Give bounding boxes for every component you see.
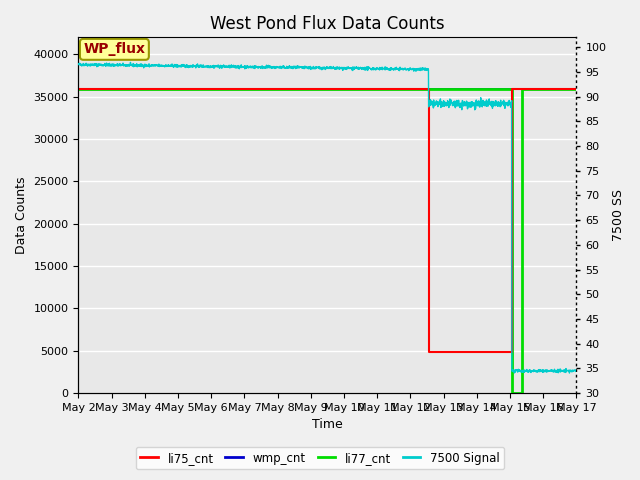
X-axis label: Time: Time — [312, 419, 343, 432]
Legend: li75_cnt, wmp_cnt, li77_cnt, 7500 Signal: li75_cnt, wmp_cnt, li77_cnt, 7500 Signal — [136, 447, 504, 469]
Title: West Pond Flux Data Counts: West Pond Flux Data Counts — [210, 15, 445, 33]
Text: WP_flux: WP_flux — [83, 42, 145, 56]
Y-axis label: 7500 SS: 7500 SS — [612, 189, 625, 241]
Y-axis label: Data Counts: Data Counts — [15, 177, 28, 254]
